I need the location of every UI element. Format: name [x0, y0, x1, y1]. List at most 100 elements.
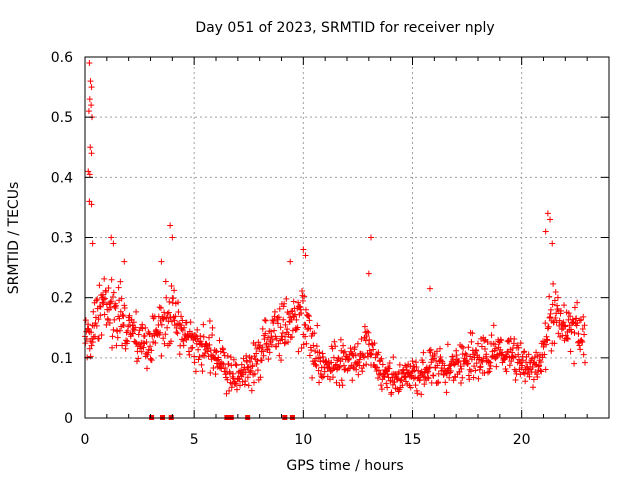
data-point [562, 323, 569, 330]
data-point [302, 252, 309, 259]
data-point [120, 322, 127, 329]
data-point [386, 359, 393, 366]
data-point [265, 343, 272, 350]
data-point [121, 304, 128, 311]
data-point [223, 390, 230, 397]
data-point [519, 357, 526, 364]
data-point [336, 364, 343, 371]
data-point [181, 324, 188, 331]
data-point [353, 366, 360, 373]
data-point [82, 317, 89, 324]
data-point [361, 354, 368, 361]
data-point [274, 315, 281, 322]
data-point [444, 341, 451, 348]
data-point [575, 330, 582, 337]
data-point [148, 347, 155, 354]
data-point [567, 348, 574, 355]
data-point [258, 357, 265, 364]
data-point [465, 344, 472, 351]
data-point [233, 381, 240, 388]
data-point [214, 357, 221, 364]
data-point [382, 367, 389, 374]
data-point [401, 374, 408, 381]
data-point [249, 362, 256, 369]
data-point [315, 367, 322, 374]
data-point [475, 375, 482, 382]
data-point [273, 343, 280, 350]
data-point [546, 293, 553, 300]
data-point [209, 324, 216, 331]
data-point [462, 350, 469, 357]
data-point [283, 295, 290, 302]
data-point [365, 270, 372, 277]
data-point [178, 313, 185, 320]
data-point [522, 378, 529, 385]
data-point [108, 298, 115, 305]
data-point [155, 313, 162, 320]
data-point [433, 348, 440, 355]
data-point [351, 344, 358, 351]
data-point [386, 365, 393, 372]
data-point [198, 361, 205, 368]
data-point [124, 338, 131, 345]
data-point [526, 373, 533, 380]
data-point [549, 240, 556, 247]
data-point [247, 358, 254, 365]
data-point [86, 345, 93, 352]
data-point [289, 327, 296, 334]
data-point [341, 348, 348, 355]
data-point [511, 336, 518, 343]
data-point [515, 344, 522, 351]
data-point [581, 359, 588, 366]
data-point [279, 336, 286, 343]
data-point [468, 368, 475, 375]
data-point [264, 346, 271, 353]
data-point [477, 363, 484, 370]
axis-ticks [84, 56, 609, 419]
data-point [331, 338, 338, 345]
data-point [547, 306, 554, 313]
data-point [378, 386, 385, 393]
data-point [248, 355, 255, 362]
data-point [179, 317, 186, 324]
data-point [263, 340, 270, 347]
data-point [548, 347, 555, 354]
data-point [394, 376, 401, 383]
data-point [168, 283, 175, 290]
data-point [531, 354, 538, 361]
data-point [437, 357, 444, 364]
data-point [101, 275, 108, 282]
data-point [512, 353, 519, 360]
data-point [139, 325, 146, 332]
data-point [117, 308, 124, 315]
data-point [404, 370, 411, 377]
data-point [195, 346, 202, 353]
data-point [86, 198, 93, 205]
data-point [486, 365, 493, 372]
data-point [363, 361, 370, 368]
data-point [295, 299, 302, 306]
data-point [183, 336, 190, 343]
data-point [473, 347, 480, 354]
x-tick-label: 5 [190, 432, 199, 448]
data-point [378, 382, 385, 389]
data-point [120, 313, 127, 320]
data-point [287, 258, 294, 265]
data-point [269, 336, 276, 343]
data-point [100, 296, 107, 303]
data-point [119, 312, 126, 319]
data-point [90, 308, 97, 315]
y-axis-label: SRMTID / TECUs [6, 182, 22, 295]
data-point [545, 323, 552, 330]
x-tick-label: 0 [81, 432, 90, 448]
data-point [145, 346, 152, 353]
data-point [109, 293, 116, 300]
data-point [413, 364, 420, 371]
data-point [259, 344, 266, 351]
data-point [458, 343, 465, 350]
data-point [441, 362, 448, 369]
data-point [247, 367, 254, 374]
data-point [158, 258, 165, 265]
data-point [163, 294, 170, 301]
data-point [218, 365, 225, 372]
